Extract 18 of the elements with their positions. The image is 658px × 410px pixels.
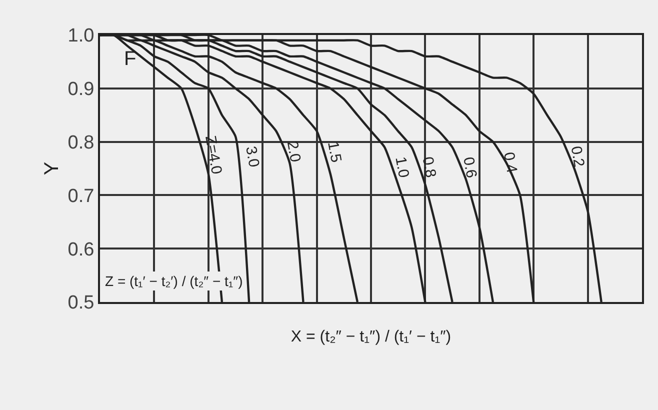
y-tick-label: 0.6 bbox=[68, 239, 94, 260]
text: 2.0 bbox=[283, 140, 304, 164]
y-axis-title: Y bbox=[40, 162, 63, 176]
text: 0.2 bbox=[567, 144, 588, 168]
y-tick-label: 0.7 bbox=[68, 186, 94, 207]
annotation: Z = (t₁′ − t₂′) / (t₂″ − t₁″) bbox=[105, 273, 243, 289]
y-tick-label: 0.8 bbox=[68, 132, 94, 154]
text: 0.8 bbox=[418, 155, 440, 179]
y-tick-label: 1.0 bbox=[68, 26, 94, 47]
text: 0.6 bbox=[460, 156, 480, 180]
text: 3.0 bbox=[242, 145, 262, 169]
annotation: F bbox=[124, 48, 136, 70]
x-axis-title: X = (t₂″ − t₁″) / (t₁′ − t₁″) bbox=[290, 328, 452, 346]
text: 1.0 bbox=[392, 156, 412, 180]
y-tick-label: 0.5 bbox=[68, 292, 94, 314]
text: Z=4.0 bbox=[202, 134, 226, 176]
y-tick-label: 0.9 bbox=[68, 79, 94, 100]
text: 1.5 bbox=[324, 140, 344, 164]
